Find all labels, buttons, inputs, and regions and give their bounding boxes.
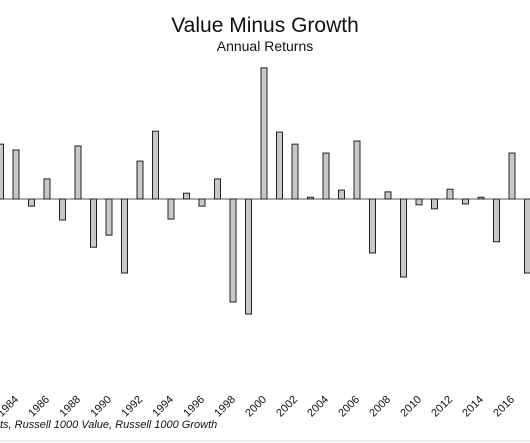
bar (493, 198, 500, 243)
x-tick-label: 1998 (212, 394, 238, 420)
x-tick-label: 1984 (0, 394, 21, 420)
x-tick-label: 1986 (26, 394, 52, 420)
x-tick-label: 2004 (305, 394, 331, 420)
chart-subtitle: Annual Returns (217, 38, 314, 54)
source-note: ts, Russell 1000 Value, Russell 1000 Gro… (0, 419, 217, 431)
bar (136, 160, 144, 200)
bar (0, 143, 4, 200)
x-tick-label: 1992 (119, 394, 145, 420)
bar (353, 140, 361, 200)
bar (307, 196, 314, 200)
bar (524, 198, 530, 274)
bar (59, 198, 66, 221)
bar (276, 131, 283, 200)
bar (431, 198, 438, 210)
bar (167, 198, 175, 220)
x-tick-label: 2014 (460, 394, 486, 420)
bar (90, 198, 97, 248)
bar (508, 152, 516, 200)
bar (384, 191, 392, 200)
bar (152, 130, 159, 200)
bar (105, 198, 113, 236)
x-tick-label: 2002 (274, 394, 300, 420)
chart-title: Value Minus Growth (171, 14, 359, 37)
x-tick-label: 2016 (491, 394, 517, 420)
bar (415, 198, 423, 206)
bar (260, 67, 268, 200)
bar (462, 198, 469, 205)
bar (183, 192, 190, 200)
bar (322, 152, 330, 200)
bar (28, 198, 35, 207)
bar (43, 178, 51, 200)
x-tick-label: 1988 (57, 394, 83, 420)
x-tick-label: 1996 (181, 394, 207, 420)
x-tick-label: 2012 (429, 394, 455, 420)
bar (245, 198, 252, 315)
bar (400, 198, 407, 278)
x-tick-label: 2006 (336, 394, 362, 420)
x-tick-label: 2000 (243, 394, 269, 420)
bar (198, 198, 206, 207)
bar (338, 189, 345, 200)
x-tick-label: 2008 (367, 394, 393, 420)
bar (446, 188, 454, 200)
x-tick-label: 2010 (398, 394, 424, 420)
bar (121, 198, 128, 274)
x-tick-label: 1990 (88, 394, 114, 420)
bar (229, 198, 237, 303)
bar (291, 143, 299, 200)
bar (214, 178, 221, 200)
bar (369, 198, 376, 254)
bar (74, 145, 82, 200)
bar (477, 196, 485, 200)
x-tick-label: 1994 (150, 394, 176, 420)
bar (12, 149, 20, 200)
